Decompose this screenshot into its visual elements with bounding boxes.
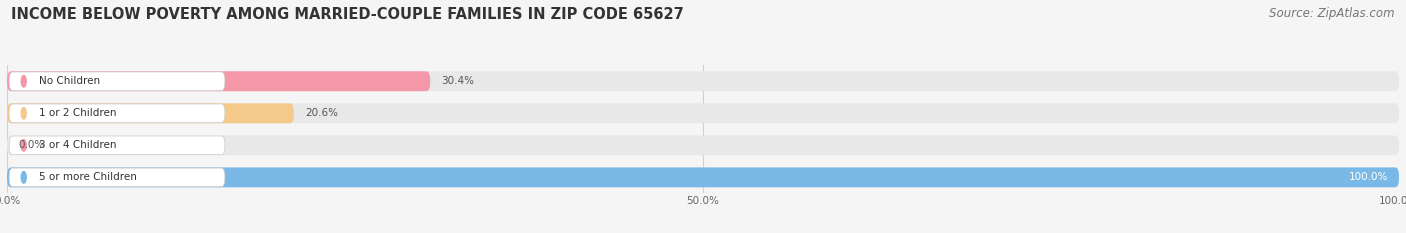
Text: 1 or 2 Children: 1 or 2 Children [39,108,117,118]
Text: 5 or more Children: 5 or more Children [39,172,136,182]
FancyBboxPatch shape [7,168,1399,187]
FancyBboxPatch shape [8,136,225,155]
FancyBboxPatch shape [7,103,294,123]
Circle shape [21,75,27,87]
FancyBboxPatch shape [8,104,225,123]
Text: INCOME BELOW POVERTY AMONG MARRIED-COUPLE FAMILIES IN ZIP CODE 65627: INCOME BELOW POVERTY AMONG MARRIED-COUPL… [11,7,683,22]
Text: 20.6%: 20.6% [305,108,337,118]
FancyBboxPatch shape [8,72,225,91]
Text: 30.4%: 30.4% [441,76,474,86]
Circle shape [21,171,27,183]
FancyBboxPatch shape [8,168,225,187]
Text: 3 or 4 Children: 3 or 4 Children [39,140,117,150]
Circle shape [21,108,27,119]
Text: Source: ZipAtlas.com: Source: ZipAtlas.com [1270,7,1395,20]
Text: No Children: No Children [39,76,100,86]
Text: 0.0%: 0.0% [18,140,45,150]
FancyBboxPatch shape [7,135,1399,155]
FancyBboxPatch shape [7,71,430,91]
Text: 100.0%: 100.0% [1348,172,1388,182]
Circle shape [21,140,27,151]
FancyBboxPatch shape [7,103,1399,123]
FancyBboxPatch shape [7,168,1399,187]
FancyBboxPatch shape [7,71,1399,91]
